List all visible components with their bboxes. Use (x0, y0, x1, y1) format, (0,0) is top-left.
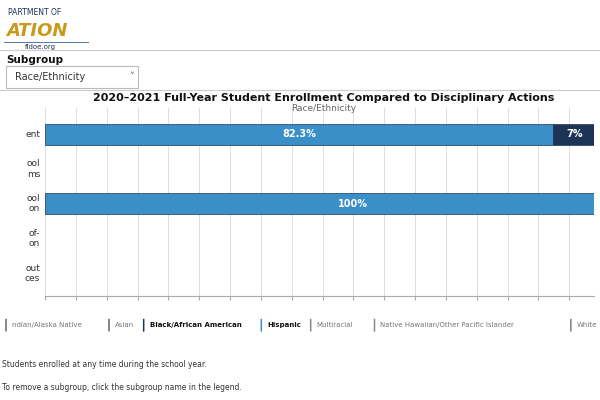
Text: 82.3%: 82.3% (282, 129, 316, 139)
FancyBboxPatch shape (6, 66, 138, 88)
Text: Native Hawaiian/Other Pacific Islander: Native Hawaiian/Other Pacific Islander (380, 322, 514, 328)
Text: Race/Ethnicity: Race/Ethnicity (292, 104, 356, 113)
Text: 7%: 7% (566, 129, 583, 139)
Bar (45, 124, 553, 144)
Text: ndian/Alaska Native: ndian/Alaska Native (12, 322, 82, 328)
Text: Hispanic: Hispanic (268, 322, 301, 328)
Text: ATION: ATION (6, 22, 68, 40)
Text: Multiracial: Multiracial (317, 322, 353, 328)
Text: To remove a subgroup, click the subgroup name in the legend.: To remove a subgroup, click the subgroup… (2, 383, 242, 392)
X-axis label: Percent of Students: Percent of Students (260, 320, 379, 330)
Text: Race/Ethnicity: Race/Ethnicity (15, 72, 85, 82)
Text: Asian: Asian (115, 322, 134, 328)
Text: Black/African American: Black/African American (149, 322, 241, 328)
Text: 2020–2021 Full-Year Student Enrollment Compared to Disciplinary Actions: 2020–2021 Full-Year Student Enrollment C… (94, 93, 554, 103)
Text: Subgroup: Subgroup (6, 55, 63, 65)
Bar (45, 193, 600, 214)
Text: White: White (577, 322, 597, 328)
Bar (553, 124, 596, 144)
Text: ˅: ˅ (129, 72, 134, 82)
Text: Students enrolled at any time during the school year.: Students enrolled at any time during the… (2, 360, 207, 369)
Text: 100%: 100% (338, 199, 368, 209)
Text: fldoe.org: fldoe.org (25, 44, 56, 50)
Text: PARTMENT OF: PARTMENT OF (8, 8, 62, 17)
